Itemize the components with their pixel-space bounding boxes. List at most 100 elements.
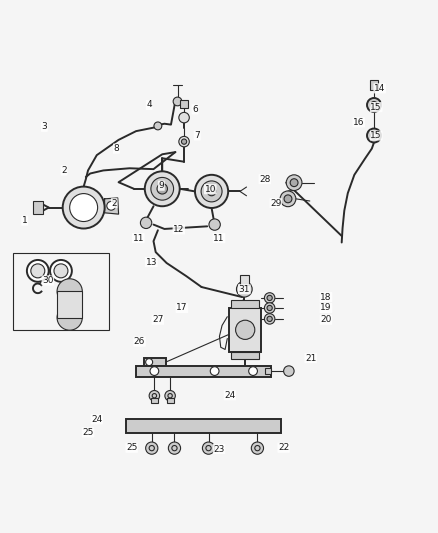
Circle shape <box>265 293 275 303</box>
Circle shape <box>54 264 68 278</box>
Circle shape <box>50 260 72 282</box>
Circle shape <box>249 367 258 375</box>
Text: 16: 16 <box>353 118 364 127</box>
Circle shape <box>267 305 272 311</box>
Text: 31: 31 <box>239 285 250 294</box>
Circle shape <box>284 366 294 376</box>
Circle shape <box>371 101 378 108</box>
Circle shape <box>145 171 180 206</box>
Circle shape <box>207 187 216 196</box>
Circle shape <box>202 442 215 454</box>
Text: 30: 30 <box>42 276 53 285</box>
Circle shape <box>251 442 264 454</box>
Circle shape <box>151 177 173 200</box>
Circle shape <box>367 98 381 112</box>
Circle shape <box>267 295 272 301</box>
Text: 26: 26 <box>134 337 145 346</box>
Text: 9: 9 <box>159 181 164 190</box>
Circle shape <box>173 97 182 106</box>
Bar <box>240 275 249 285</box>
Bar <box>231 352 259 359</box>
Circle shape <box>286 175 302 190</box>
Bar <box>57 292 82 318</box>
Circle shape <box>181 139 187 144</box>
Circle shape <box>168 442 180 454</box>
Bar <box>265 368 272 374</box>
Text: 17: 17 <box>176 303 187 312</box>
Circle shape <box>57 279 82 304</box>
Text: 1: 1 <box>22 216 28 225</box>
Circle shape <box>57 305 82 330</box>
Polygon shape <box>105 198 119 214</box>
Circle shape <box>179 136 189 147</box>
Circle shape <box>280 191 296 207</box>
Text: 19: 19 <box>320 303 332 312</box>
Circle shape <box>367 128 381 142</box>
Circle shape <box>237 281 252 297</box>
Text: 7: 7 <box>194 131 200 140</box>
Circle shape <box>154 122 162 130</box>
Text: 21: 21 <box>305 354 316 362</box>
Circle shape <box>236 320 255 340</box>
Text: 15: 15 <box>371 131 382 140</box>
Bar <box>231 300 259 308</box>
Circle shape <box>27 260 49 282</box>
Bar <box>33 201 43 214</box>
Circle shape <box>209 219 220 230</box>
Text: 8: 8 <box>113 144 119 153</box>
Text: 11: 11 <box>213 233 225 243</box>
Circle shape <box>265 303 275 313</box>
Text: 13: 13 <box>145 257 157 266</box>
Text: 15: 15 <box>371 103 382 111</box>
Bar <box>127 419 282 433</box>
Bar <box>370 80 378 90</box>
Circle shape <box>141 217 152 229</box>
Circle shape <box>179 112 189 123</box>
Text: 24: 24 <box>224 391 236 400</box>
Text: 27: 27 <box>152 315 163 324</box>
Text: 10: 10 <box>205 185 216 193</box>
Bar <box>180 100 188 108</box>
Text: 12: 12 <box>173 225 184 234</box>
Circle shape <box>31 264 45 278</box>
Text: 6: 6 <box>192 105 198 114</box>
Text: 28: 28 <box>259 175 271 184</box>
Text: 11: 11 <box>132 233 144 243</box>
Circle shape <box>63 187 105 229</box>
Circle shape <box>70 193 98 222</box>
Bar <box>166 398 173 403</box>
Text: 2: 2 <box>61 166 67 175</box>
Text: 24: 24 <box>91 415 102 424</box>
Text: 22: 22 <box>278 443 289 452</box>
Text: 25: 25 <box>82 428 94 437</box>
Bar <box>151 398 158 403</box>
Circle shape <box>107 201 116 210</box>
Bar <box>144 358 166 366</box>
Text: 20: 20 <box>320 315 332 324</box>
Circle shape <box>195 175 228 208</box>
Circle shape <box>371 132 378 139</box>
Text: 29: 29 <box>270 199 282 208</box>
Circle shape <box>165 391 175 401</box>
Circle shape <box>157 183 167 194</box>
Circle shape <box>149 391 159 401</box>
Circle shape <box>284 195 292 203</box>
Bar <box>13 253 109 330</box>
Circle shape <box>150 367 159 375</box>
Text: 23: 23 <box>213 445 225 454</box>
Circle shape <box>265 313 275 324</box>
Circle shape <box>201 181 222 202</box>
Circle shape <box>210 367 219 375</box>
Circle shape <box>267 316 272 321</box>
Text: 18: 18 <box>320 293 332 302</box>
Text: 4: 4 <box>146 100 152 109</box>
Circle shape <box>146 359 152 366</box>
Text: 14: 14 <box>374 84 385 93</box>
Text: 25: 25 <box>126 443 138 452</box>
Circle shape <box>290 179 298 187</box>
Text: 3: 3 <box>42 122 47 131</box>
Text: 2: 2 <box>111 199 117 208</box>
Bar <box>136 366 272 376</box>
Bar <box>230 308 261 352</box>
Circle shape <box>146 442 158 454</box>
